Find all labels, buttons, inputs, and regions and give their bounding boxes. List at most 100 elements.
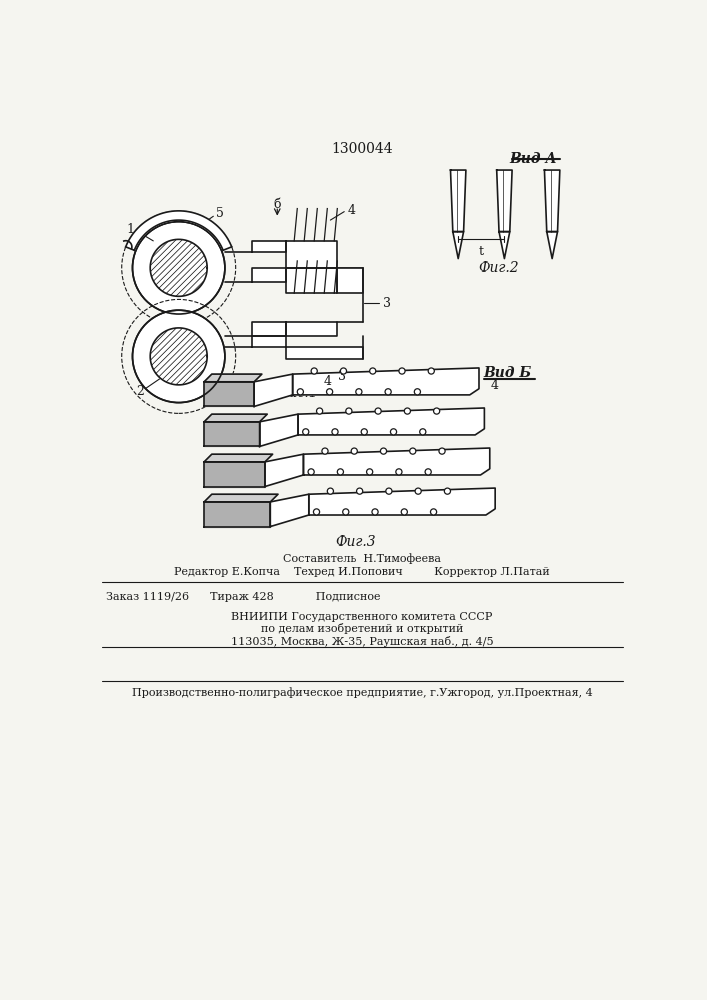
- Text: 4: 4: [491, 379, 498, 392]
- Text: t: t: [479, 245, 484, 258]
- Circle shape: [375, 408, 381, 414]
- Circle shape: [132, 222, 225, 314]
- Text: 4: 4: [348, 204, 356, 217]
- Circle shape: [370, 368, 376, 374]
- Circle shape: [356, 488, 363, 494]
- Polygon shape: [204, 422, 259, 446]
- Text: 1: 1: [126, 223, 134, 236]
- Polygon shape: [204, 502, 270, 527]
- Circle shape: [428, 368, 434, 374]
- Polygon shape: [252, 322, 286, 336]
- Text: Составитель  Н.Тимофеева: Составитель Н.Тимофеева: [283, 554, 441, 564]
- Polygon shape: [286, 322, 337, 336]
- Text: 113035, Москва, Ж-35, Раушская наб., д. 4/5: 113035, Москва, Ж-35, Раушская наб., д. …: [230, 636, 493, 647]
- Circle shape: [409, 448, 416, 454]
- Circle shape: [361, 429, 368, 435]
- Polygon shape: [204, 414, 267, 422]
- Polygon shape: [450, 170, 466, 232]
- Text: Редактор Е.Копча    Техред И.Попович         Корректор Л.Патай: Редактор Е.Копча Техред И.Попович Коррек…: [174, 567, 550, 577]
- Text: А: А: [163, 269, 171, 279]
- Text: Фиг.1: Фиг.1: [278, 386, 318, 400]
- Text: 3: 3: [338, 370, 346, 383]
- Polygon shape: [544, 170, 560, 232]
- Text: б: б: [274, 198, 281, 211]
- Polygon shape: [286, 268, 337, 293]
- Circle shape: [311, 368, 317, 374]
- Text: Вид А: Вид А: [509, 152, 556, 166]
- Polygon shape: [303, 448, 490, 475]
- Polygon shape: [204, 462, 265, 487]
- Circle shape: [372, 509, 378, 515]
- Polygon shape: [150, 239, 207, 296]
- Circle shape: [386, 488, 392, 494]
- Text: Заказ 1119/26      Тираж 428            Подписное: Заказ 1119/26 Тираж 428 Подписное: [105, 592, 380, 602]
- Polygon shape: [309, 488, 495, 515]
- Text: ВНИИПИ Государственного комитета СССР: ВНИИПИ Государственного комитета СССР: [231, 612, 493, 622]
- Circle shape: [313, 509, 320, 515]
- Polygon shape: [337, 268, 363, 293]
- Circle shape: [402, 509, 407, 515]
- Circle shape: [132, 310, 225, 403]
- Circle shape: [444, 488, 450, 494]
- Polygon shape: [204, 374, 262, 382]
- Polygon shape: [286, 241, 337, 268]
- Text: 4: 4: [323, 375, 332, 388]
- Circle shape: [308, 469, 314, 475]
- Circle shape: [317, 408, 322, 414]
- Circle shape: [396, 469, 402, 475]
- Circle shape: [366, 469, 373, 475]
- Circle shape: [390, 429, 397, 435]
- Circle shape: [431, 509, 437, 515]
- Polygon shape: [204, 454, 273, 462]
- Polygon shape: [270, 494, 309, 527]
- Polygon shape: [204, 494, 278, 502]
- Circle shape: [385, 389, 391, 395]
- Circle shape: [420, 429, 426, 435]
- Text: Вид Б: Вид Б: [484, 366, 532, 380]
- Text: Производственно-полиграфическое предприятие, г.Ужгород, ул.Проектная, 4: Производственно-полиграфическое предприя…: [132, 687, 592, 698]
- Circle shape: [356, 389, 362, 395]
- Polygon shape: [298, 408, 484, 435]
- Text: 2: 2: [136, 385, 144, 398]
- Circle shape: [322, 448, 328, 454]
- Polygon shape: [293, 368, 479, 395]
- Circle shape: [327, 389, 333, 395]
- Polygon shape: [252, 336, 286, 347]
- Circle shape: [327, 488, 334, 494]
- Circle shape: [404, 408, 411, 414]
- Polygon shape: [497, 170, 512, 232]
- Polygon shape: [204, 382, 254, 406]
- Polygon shape: [265, 454, 303, 487]
- Polygon shape: [286, 347, 363, 359]
- Text: по делам изобретений и открытий: по делам изобретений и открытий: [261, 623, 463, 634]
- Circle shape: [346, 408, 352, 414]
- Circle shape: [425, 469, 431, 475]
- Circle shape: [380, 448, 387, 454]
- Circle shape: [415, 488, 421, 494]
- Text: 1300044: 1300044: [331, 142, 393, 156]
- Polygon shape: [259, 414, 298, 446]
- Polygon shape: [150, 328, 207, 385]
- Circle shape: [297, 389, 303, 395]
- Circle shape: [332, 429, 338, 435]
- Circle shape: [414, 389, 421, 395]
- Text: Фиг.2: Фиг.2: [478, 261, 518, 275]
- Polygon shape: [252, 241, 286, 252]
- Circle shape: [399, 368, 405, 374]
- Text: 5: 5: [216, 207, 223, 220]
- Circle shape: [340, 368, 346, 374]
- Polygon shape: [252, 268, 286, 282]
- Circle shape: [439, 448, 445, 454]
- Polygon shape: [126, 211, 232, 250]
- Text: 3: 3: [382, 297, 390, 310]
- Polygon shape: [547, 232, 558, 259]
- Circle shape: [351, 448, 357, 454]
- Polygon shape: [254, 374, 293, 406]
- Circle shape: [343, 509, 349, 515]
- Polygon shape: [499, 232, 510, 259]
- Circle shape: [433, 408, 440, 414]
- Text: Фиг.3: Фиг.3: [336, 535, 376, 549]
- Circle shape: [303, 429, 309, 435]
- Circle shape: [337, 469, 344, 475]
- Polygon shape: [452, 232, 464, 259]
